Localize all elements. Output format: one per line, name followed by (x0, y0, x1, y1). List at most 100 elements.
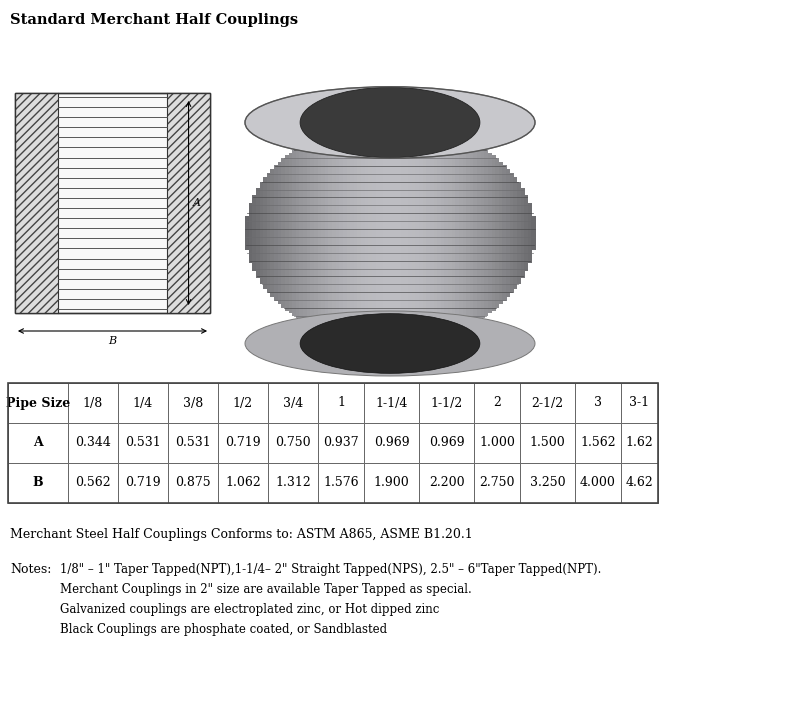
Bar (218, 463, 268, 503)
Bar (419, 125, 423, 341)
Bar (437, 129, 442, 337)
Bar (167, 93, 210, 313)
Text: 1.062: 1.062 (225, 476, 261, 489)
Bar (68, 383, 118, 423)
Text: A: A (33, 437, 43, 450)
Text: 3-1: 3-1 (630, 396, 650, 409)
Bar (358, 125, 362, 341)
Bar (386, 122, 390, 343)
Bar (405, 123, 409, 343)
Text: 1.312: 1.312 (275, 476, 311, 489)
Text: 4.62: 4.62 (626, 476, 654, 489)
Bar (506, 168, 510, 297)
Bar (274, 165, 278, 301)
Bar (502, 165, 506, 301)
Bar (491, 155, 496, 311)
Bar (481, 148, 485, 318)
Bar (278, 161, 282, 304)
Bar (621, 383, 658, 423)
Text: Standard Merchant Half Couplings: Standard Merchant Half Couplings (10, 13, 298, 27)
Bar (521, 188, 525, 278)
Bar (306, 142, 310, 325)
Text: 1/8: 1/8 (83, 396, 103, 409)
Text: 3/8: 3/8 (183, 396, 203, 409)
Bar (118, 423, 168, 463)
Bar (488, 153, 492, 313)
Bar (332, 131, 336, 335)
Text: 2-1/2: 2-1/2 (531, 396, 563, 409)
Bar (412, 124, 416, 342)
Bar (375, 123, 380, 343)
Text: 2.200: 2.200 (429, 476, 464, 489)
Bar (474, 463, 520, 503)
Text: B: B (33, 476, 43, 489)
Bar (299, 145, 303, 320)
Bar (364, 423, 419, 463)
Text: 0.969: 0.969 (374, 437, 410, 450)
Bar (510, 173, 514, 294)
Bar (382, 123, 387, 343)
Bar (118, 383, 168, 423)
Bar (575, 423, 621, 463)
Bar (325, 134, 329, 333)
Bar (474, 423, 520, 463)
Bar (343, 128, 347, 338)
Bar (8, 463, 68, 503)
Text: 1: 1 (337, 396, 345, 409)
Bar (321, 135, 326, 331)
Bar (328, 132, 333, 333)
Bar (285, 155, 289, 311)
Text: 0.344: 0.344 (75, 437, 111, 450)
Bar (268, 383, 318, 423)
Bar (575, 463, 621, 503)
Bar (354, 126, 358, 341)
Text: Galvanized couplings are electroplated zinc, or Hot dipped zinc: Galvanized couplings are electroplated z… (60, 603, 439, 616)
Bar (398, 123, 402, 343)
Bar (531, 215, 535, 250)
Bar (426, 127, 430, 340)
Bar (517, 182, 521, 284)
Text: 1-1/2: 1-1/2 (430, 396, 462, 409)
Bar (434, 128, 438, 338)
Text: 3: 3 (594, 396, 602, 409)
Bar (444, 131, 449, 335)
Bar (15, 93, 210, 313)
Bar (394, 123, 398, 343)
Text: 1/8" – 1" Taper Tapped(NPT),1-1/4– 2" Straight Tapped(NPS), 2.5" – 6"Taper Tappe: 1/8" – 1" Taper Tapped(NPT),1-1/4– 2" St… (60, 563, 602, 576)
Bar (350, 127, 354, 340)
Bar (448, 132, 452, 333)
Bar (474, 383, 520, 423)
Bar (118, 463, 168, 503)
Bar (318, 137, 322, 330)
Text: 3/4: 3/4 (283, 396, 303, 409)
Bar (401, 123, 405, 343)
Bar (245, 215, 249, 250)
Text: 1.562: 1.562 (580, 437, 616, 450)
Text: 3.250: 3.250 (530, 476, 566, 489)
Bar (168, 383, 218, 423)
Text: 0.875: 0.875 (175, 476, 211, 489)
Bar (455, 135, 459, 331)
Bar (484, 150, 488, 316)
Text: A: A (193, 198, 201, 208)
Bar (282, 158, 286, 307)
Bar (8, 383, 658, 503)
Text: 1-1/4: 1-1/4 (375, 396, 408, 409)
Bar (470, 142, 474, 325)
Text: 1.62: 1.62 (626, 437, 654, 450)
Text: 1/2: 1/2 (233, 396, 253, 409)
Text: 0.531: 0.531 (125, 437, 161, 450)
Bar (520, 423, 575, 463)
Bar (270, 168, 274, 297)
Bar (318, 463, 364, 503)
Bar (419, 423, 474, 463)
Text: 0.969: 0.969 (429, 437, 464, 450)
Bar (379, 123, 383, 343)
Text: 0.719: 0.719 (225, 437, 261, 450)
Bar (514, 177, 518, 289)
Bar (289, 153, 293, 313)
Text: Notes:: Notes: (10, 563, 51, 576)
Bar (218, 423, 268, 463)
Bar (346, 127, 350, 339)
Bar (364, 383, 419, 423)
